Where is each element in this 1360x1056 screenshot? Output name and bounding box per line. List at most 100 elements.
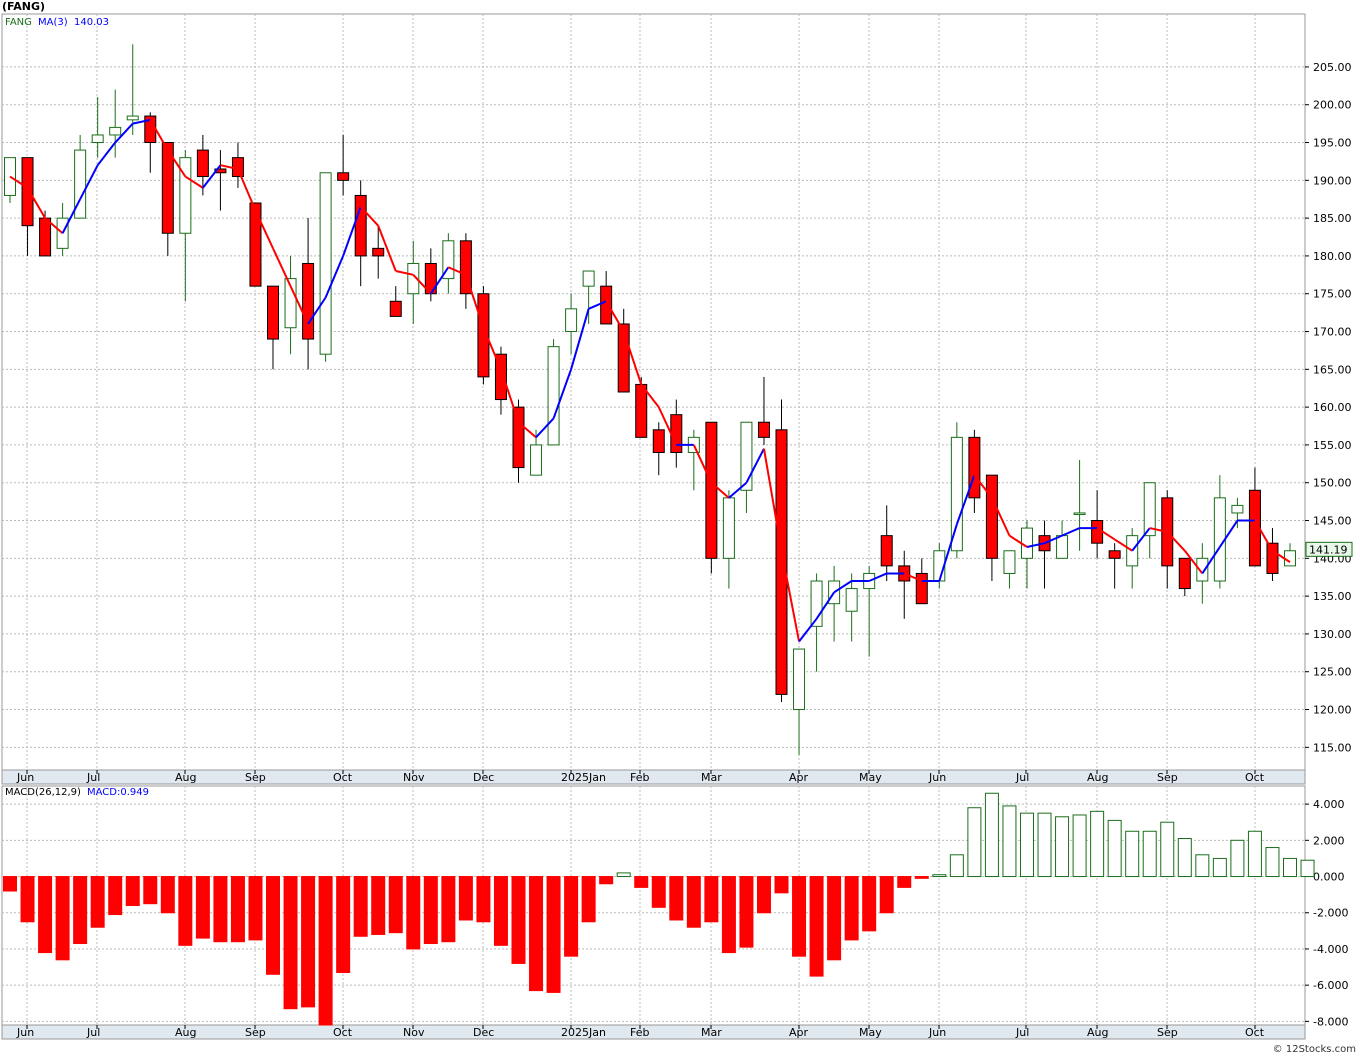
ma-line-segment <box>132 118 151 125</box>
month-label: Jul <box>86 1026 100 1039</box>
ytick-label-price: 125.00 <box>1313 666 1352 679</box>
macd-bar <box>178 876 193 946</box>
candle-body <box>284 278 297 329</box>
ma-line-segment <box>1166 531 1186 552</box>
ma-line-segment <box>324 255 345 298</box>
month-label: Feb <box>630 771 649 784</box>
month-label: Aug <box>175 1026 196 1039</box>
macd-bar <box>932 874 947 878</box>
ma-line-segment <box>640 383 660 408</box>
macd-bar <box>1230 839 1245 878</box>
candle-body <box>1020 527 1033 559</box>
month-label: Oct <box>333 1026 353 1039</box>
candle-body <box>635 383 648 438</box>
candle-body <box>231 157 244 178</box>
ma-line-segment <box>79 164 99 200</box>
month-axis-band <box>1 1024 1306 1040</box>
ma-line-segment <box>833 580 853 594</box>
macd-bar <box>949 854 964 878</box>
ma-line-segment <box>552 368 573 419</box>
candle-body <box>1003 550 1016 574</box>
ma-line-segment <box>1219 519 1239 548</box>
month-label: Feb <box>630 1026 649 1039</box>
ytick-label-macd: 4.000 <box>1313 798 1345 811</box>
ytick-label-price: 185.00 <box>1313 212 1352 225</box>
candle-body <box>74 149 87 219</box>
macd-bar <box>862 876 877 932</box>
legend-symbol: FANG <box>5 17 32 28</box>
ma-line-segment <box>762 448 783 551</box>
ma-line-segment <box>1271 549 1291 563</box>
macd-bar <box>756 876 771 914</box>
macd-bar <box>283 876 298 1010</box>
macd-bar <box>827 876 842 961</box>
ytick-label-price: 170.00 <box>1313 326 1352 339</box>
candle-body <box>126 115 139 121</box>
ma-line-segment <box>1201 546 1221 574</box>
month-label: Sep <box>245 1026 266 1039</box>
candle-body <box>354 194 367 257</box>
candle-body <box>1108 550 1121 559</box>
ma-line-segment <box>1254 520 1274 552</box>
macd-bar <box>441 876 456 943</box>
macd-bar <box>1142 830 1157 878</box>
candle-body <box>985 474 998 559</box>
ytick-label-price: 180.00 <box>1313 250 1352 263</box>
candle-body <box>1143 482 1156 537</box>
macd-bar <box>616 872 631 878</box>
ma-line-segment <box>1008 534 1028 548</box>
ma-line-segment <box>447 266 467 276</box>
macd-bar <box>55 876 70 961</box>
ma-line-segment <box>1061 527 1080 537</box>
macd-bar <box>73 876 88 945</box>
ma-line-segment <box>254 210 274 249</box>
ma-line-segment <box>359 206 379 227</box>
legend-ma-value: 140.03 <box>74 17 109 28</box>
month-label: Mar <box>701 1026 722 1039</box>
candle-body <box>617 323 630 393</box>
ma-line-segment <box>289 285 309 325</box>
ma-line-segment <box>973 474 993 499</box>
month-label: Oct <box>1245 1026 1265 1039</box>
month-label: 2025Jan <box>561 771 606 784</box>
macd-legend-label: MACD(26,12,9) <box>5 787 81 798</box>
macd-bar <box>669 876 684 921</box>
ma-line-segment <box>429 266 450 295</box>
candle-body <box>968 436 981 499</box>
last-price-label: 141.19 <box>1309 543 1348 556</box>
ytick-label-price: 200.00 <box>1313 99 1352 112</box>
macd-bar <box>336 876 351 973</box>
macd-bar <box>774 876 789 894</box>
ytick-label-price: 135.00 <box>1313 590 1352 603</box>
macd-bar <box>581 876 596 923</box>
macd-bar <box>1212 857 1227 878</box>
macd-bar <box>213 876 228 943</box>
candle-body <box>793 648 806 711</box>
candle-body <box>530 444 543 476</box>
candle-body <box>582 270 595 287</box>
candle-body <box>512 406 525 469</box>
candle-body <box>1073 512 1086 515</box>
macd-bar <box>634 876 649 888</box>
ytick-label-price: 150.00 <box>1313 477 1352 490</box>
ytick-label-price: 145.00 <box>1313 515 1352 528</box>
ma-line-segment <box>464 274 485 329</box>
ma-line-segment <box>412 274 432 295</box>
ytick-label-macd: 2.000 <box>1313 834 1345 847</box>
ytick-label-macd: -2.000 <box>1313 907 1348 920</box>
month-label: Aug <box>1087 771 1108 784</box>
ma-line-segment <box>1114 538 1133 552</box>
ma-line-segment <box>44 217 64 234</box>
ma-line-segment <box>868 572 888 582</box>
ma-line-segment <box>622 331 643 385</box>
candle-body <box>109 126 122 136</box>
ma-line-segment <box>149 119 169 151</box>
ytick-label-price: 120.00 <box>1313 704 1352 717</box>
candle-body <box>372 247 385 257</box>
month-label: Jun <box>16 771 34 784</box>
ma-line-segment <box>1149 527 1168 533</box>
macd-bar <box>1107 819 1122 878</box>
month-label: Sep <box>1157 1026 1178 1039</box>
candle-body <box>494 353 507 401</box>
